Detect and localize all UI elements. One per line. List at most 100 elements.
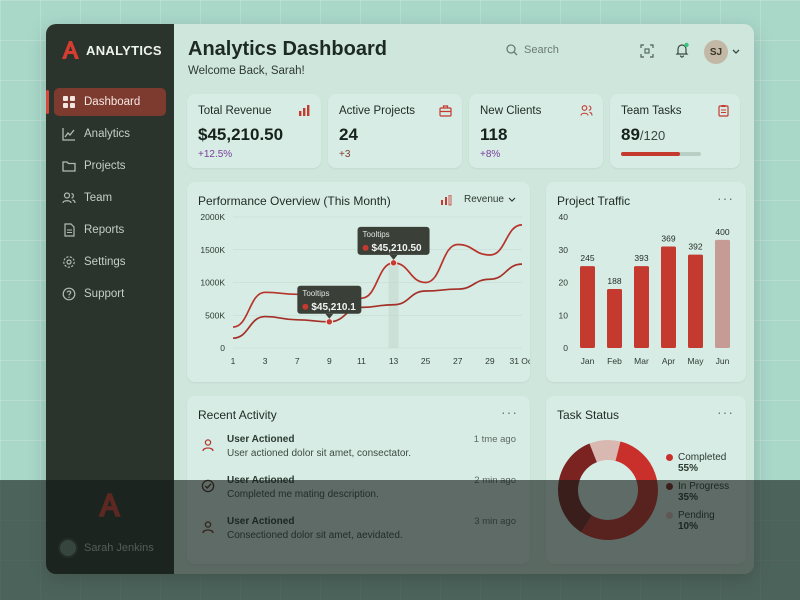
legend-dot (666, 511, 673, 519)
performance-card: Performance Overview (This Month) Revenu… (187, 182, 530, 382)
stat-label: Active Projects (339, 105, 416, 117)
bar-value-label: 392 (688, 242, 702, 252)
x-tick-label: May (687, 356, 704, 366)
grid-icon (63, 96, 75, 108)
activity-description: Consectioned dolor sit amet, aevidated. (227, 530, 403, 541)
x-tick-label: 13 (389, 356, 399, 366)
tooltip-value: $45,210.1 (311, 302, 356, 313)
scan-icon[interactable] (640, 44, 654, 58)
sidebar-nav: Dashboard Analytics Projects (46, 88, 174, 312)
y-tick-label: 40 (559, 212, 569, 222)
sidebar-item-dashboard[interactable]: Dashboard (46, 88, 166, 116)
bar-jan (580, 266, 595, 348)
welcome-message: Welcome Back, Sarah! (188, 65, 305, 77)
donut-slice-pending (589, 440, 621, 463)
bar-value-label: 245 (580, 253, 594, 263)
activity-description: User actioned dolor sit amet, consectato… (227, 448, 411, 459)
bar-value-label: 369 (661, 233, 675, 243)
activity-description: Completed me mating description. (227, 489, 379, 500)
stat-card-new-clients[interactable]: New Clients 118 +8% (469, 94, 603, 168)
brand[interactable]: ANALYTICS (60, 40, 162, 60)
tooltip-box (357, 226, 430, 255)
stat-change: +8% (480, 149, 501, 160)
sidebar-item-support[interactable]: Support (54, 280, 166, 308)
task-status-card: Task Status ··· Completed 55% In Progres… (546, 396, 746, 564)
activity-item[interactable]: User Actioned Completed me mating descri… (201, 475, 379, 500)
x-tick-label: 25 (421, 356, 431, 366)
activity-title-text: User Actioned (227, 434, 295, 445)
sidebar-item-projects[interactable]: Projects (54, 152, 166, 180)
sidebar: ANALYTICS Dashboard Analytics (46, 24, 174, 574)
sidebar-item-analytics[interactable]: Analytics (54, 120, 166, 148)
stat-card-total-revenue[interactable]: Total Revenue $45,210.50 +12.5% (187, 94, 321, 168)
more-options-icon[interactable]: ··· (717, 404, 734, 420)
tooltip-box (297, 285, 362, 314)
search-placeholder: Search (524, 44, 559, 56)
bar-value-label: 188 (607, 276, 621, 286)
x-tick-label: Jan (581, 356, 595, 366)
user-name: Sarah Jenkins (84, 542, 154, 554)
activity-time: 3 min ago (474, 516, 516, 527)
user-avatar[interactable]: SJ (704, 40, 728, 64)
bell-icon[interactable] (674, 42, 690, 58)
x-tick-label: 7 (295, 356, 300, 366)
bar-chart-icon (441, 195, 452, 206)
bar-value-label: 400 (715, 227, 729, 237)
legend-item-pending: Pending 10% (666, 510, 715, 532)
stat-value: $45,210.50 (198, 125, 284, 144)
y-tick-label: 0 (220, 343, 225, 353)
metric-select[interactable]: Revenue (464, 194, 516, 205)
stat-card-active-projects[interactable]: Active Projects 24 +3 (328, 94, 462, 168)
x-tick-label: Feb (607, 356, 622, 366)
activity-time: 1 tme ago (473, 434, 516, 445)
stat-card-team-tasks[interactable]: Team Tasks 89/120 (610, 94, 740, 168)
sidebar-user[interactable]: Sarah Jenkins (58, 538, 154, 558)
user-icon (202, 439, 214, 452)
activity-item[interactable]: User Actioned Consectioned dolor sit ame… (201, 516, 403, 541)
task-status-title: Task Status (557, 408, 620, 422)
performance-title: Performance Overview (This Month) (198, 194, 391, 208)
stat-label: Team Tasks (621, 105, 682, 117)
donut-slice-completed (581, 441, 658, 540)
user-icon (202, 521, 214, 534)
legend-label: Completed (678, 452, 727, 463)
legend-pct: 10% (678, 521, 699, 532)
stat-value: 118 (480, 125, 508, 144)
sidebar-item-label: Analytics (84, 128, 131, 140)
stat-label: New Clients (480, 105, 542, 117)
x-tick-label: Jun (716, 356, 730, 366)
document-icon (64, 223, 75, 237)
y-tick-label: 1000K (200, 278, 225, 288)
activity-item[interactable]: User Actioned User actioned dolor sit am… (201, 434, 411, 459)
chevron-down-icon[interactable] (732, 49, 740, 55)
tasks-progress-fill (621, 152, 681, 156)
sidebar-logo-icon (98, 493, 121, 517)
activity-time: 2 min ago (474, 475, 516, 486)
y-tick-label: 30 (559, 245, 569, 255)
recent-activity-card: Recent Activity ··· User Actioned User a… (187, 396, 530, 564)
tooltip-value: $45,210.50 (372, 243, 422, 254)
sidebar-item-reports[interactable]: Reports (54, 216, 166, 244)
sidebar-item-team[interactable]: Team (54, 184, 166, 212)
legend-pct: 35% (678, 492, 699, 503)
users-icon (580, 105, 593, 116)
chart-line-icon (62, 128, 75, 141)
activity-title-text: User Actioned (227, 516, 295, 527)
brand-name: ANALYTICS (86, 42, 162, 58)
y-tick-label: 20 (559, 278, 569, 288)
sidebar-item-settings[interactable]: Settings (54, 248, 166, 276)
more-options-icon[interactable]: ··· (501, 404, 518, 420)
data-point-marker (325, 318, 334, 326)
legend-dot (666, 482, 673, 490)
more-options-icon[interactable]: ··· (717, 190, 734, 206)
bar-chart-icon (299, 105, 310, 116)
tooltip-arrow (389, 254, 398, 260)
x-tick-label: 1 (231, 356, 236, 366)
y-tick-label: 0 (563, 343, 568, 353)
search-input[interactable]: Search (506, 44, 559, 56)
tooltip-label: Tooltips (302, 289, 329, 298)
bar-jun (715, 239, 730, 348)
legend-pct: 55% (678, 463, 699, 474)
tooltip-label: Tooltips (363, 230, 390, 239)
